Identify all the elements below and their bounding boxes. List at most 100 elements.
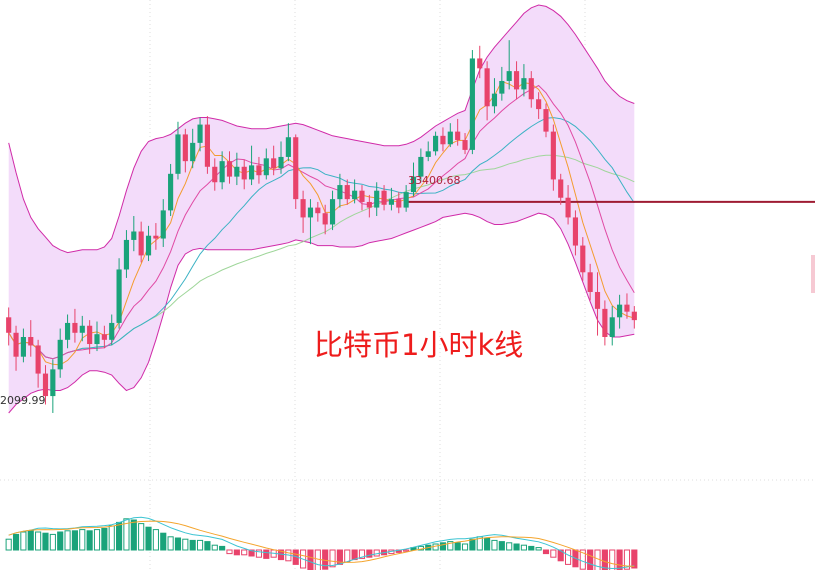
candle-body (344, 185, 350, 200)
candle-body (602, 308, 608, 337)
macd-bar (469, 538, 476, 551)
bollinger-upper-line (8, 4, 635, 254)
candle-body (50, 369, 56, 397)
candle-body (352, 190, 358, 200)
macd-bar (351, 549, 358, 561)
macd-bar (116, 521, 123, 551)
ma-mid-line (8, 117, 635, 360)
macd-bar (403, 549, 410, 552)
candle-body (403, 192, 409, 208)
macd-bar (542, 549, 550, 555)
candle-body (433, 135, 439, 152)
candle-body (182, 134, 188, 162)
macd-bar (248, 549, 255, 557)
macd-bar (344, 549, 351, 563)
macd-bar (64, 530, 71, 551)
candle-body (145, 235, 152, 256)
candle-body (263, 158, 269, 176)
macd-bar (12, 533, 20, 551)
right-edge-marker (811, 255, 815, 293)
macd-bar (609, 549, 616, 570)
candle-body (587, 272, 593, 292)
candle-body (175, 134, 181, 174)
candle-body (594, 291, 601, 309)
candle-body (28, 337, 34, 346)
macd-bar (314, 549, 321, 570)
macd-bar (528, 545, 535, 551)
candle-body (558, 179, 564, 198)
candle-body (234, 166, 240, 177)
bollinger-band-fill (8, 5, 635, 413)
candle-body (160, 210, 166, 239)
macd-bar (182, 538, 189, 551)
candle-body (278, 156, 284, 169)
candle-body (123, 239, 130, 270)
macd-bar (616, 549, 623, 570)
candle-body (550, 131, 556, 180)
candle-body (374, 190, 380, 208)
candle-body (513, 71, 520, 90)
macd-bar (108, 525, 115, 551)
macd-bar (71, 530, 79, 551)
candle-body (329, 199, 336, 225)
candle-body (94, 334, 100, 345)
candle-body (13, 332, 19, 357)
macd-bar (174, 537, 182, 551)
candle-body (484, 68, 490, 107)
macd-bar (123, 518, 130, 551)
macd-bar (233, 549, 240, 556)
candle-body (64, 322, 71, 340)
macd-bar (263, 549, 270, 559)
macd-bar (513, 543, 520, 551)
macd-bar (506, 542, 513, 551)
chart-title: 比特币1小时k线 (314, 328, 524, 362)
candle-body (631, 311, 637, 321)
candle-body (109, 322, 115, 340)
macd-bar (130, 519, 137, 551)
candle-body (101, 334, 107, 340)
macd-bar (300, 549, 307, 569)
candle-body (293, 137, 299, 200)
macd-bar (101, 527, 108, 551)
macd-bar (93, 529, 101, 551)
macd-bar (454, 542, 461, 551)
macd-bar (20, 531, 27, 551)
candle-body (204, 124, 210, 167)
candle-body (271, 158, 277, 169)
macd-bar (358, 549, 366, 559)
candle-body (543, 109, 549, 132)
macd-bar (439, 542, 447, 551)
macd-bar (498, 541, 505, 551)
macd-bar (329, 549, 336, 568)
candle-body (20, 337, 26, 357)
macd-bar (241, 549, 248, 556)
candle-body (565, 197, 571, 218)
macd-bar (138, 523, 145, 551)
candle-body (307, 207, 314, 218)
candle-body (396, 199, 402, 208)
macd-dea-line (8, 520, 635, 567)
candle-body (57, 339, 63, 370)
candle-body (79, 325, 85, 333)
candle-body (322, 213, 328, 225)
candle-body (241, 166, 247, 180)
candle-body (248, 165, 255, 180)
candle-body (410, 176, 417, 193)
candle-body (477, 58, 483, 69)
candle-body (572, 217, 579, 246)
macd-bar (219, 545, 226, 551)
macd-bar (196, 539, 204, 551)
macd-bar (535, 547, 542, 551)
candle-body (116, 269, 122, 323)
candle-body (42, 373, 49, 397)
candle-body (138, 231, 144, 256)
macd-bar (557, 549, 564, 562)
macd-bar (520, 544, 527, 551)
candle-body (536, 99, 542, 110)
candle-body (285, 137, 291, 157)
candle-body (212, 166, 218, 183)
macd-bar (631, 549, 638, 569)
candle-body (315, 207, 321, 214)
candle-body (418, 156, 424, 177)
